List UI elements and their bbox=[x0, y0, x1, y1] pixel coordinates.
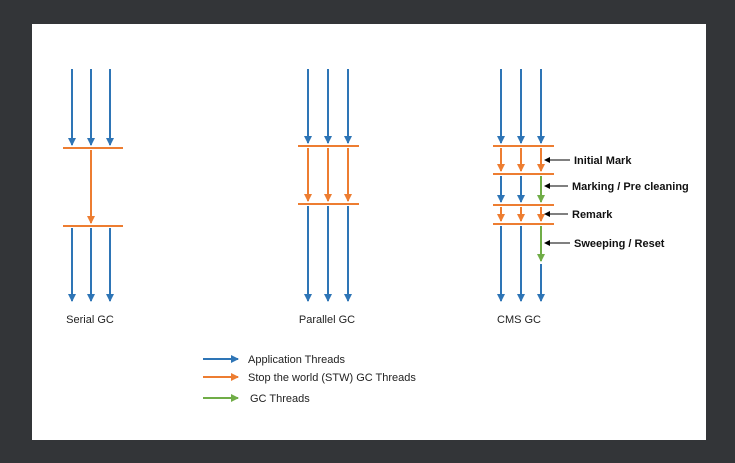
legend: Application Threads Stop the world (STW)… bbox=[203, 354, 416, 405]
remark-label: Remark bbox=[572, 209, 613, 221]
legend-stw-label: Stop the world (STW) GC Threads bbox=[248, 372, 416, 384]
parallel-gc-diagram: Parallel GC bbox=[298, 69, 359, 326]
legend-gc-label: GC Threads bbox=[250, 393, 310, 405]
marking-pre-cleaning-label: Marking / Pre cleaning bbox=[572, 181, 689, 193]
gc-diagram: Serial GC Parallel GC bbox=[63, 69, 689, 405]
serial-gc-diagram: Serial GC bbox=[63, 69, 123, 326]
cms-gc-label: CMS GC bbox=[497, 314, 541, 326]
sweeping-reset-label: Sweeping / Reset bbox=[574, 238, 665, 250]
diagram-canvas: Serial GC Parallel GC bbox=[32, 24, 706, 440]
serial-gc-label: Serial GC bbox=[66, 314, 114, 326]
legend-application-label: Application Threads bbox=[248, 354, 346, 366]
cms-gc-diagram: CMS GC Initial Mark Marking / Pre cleani… bbox=[493, 69, 689, 326]
parallel-gc-label: Parallel GC bbox=[299, 314, 355, 326]
initial-mark-label: Initial Mark bbox=[574, 155, 632, 167]
